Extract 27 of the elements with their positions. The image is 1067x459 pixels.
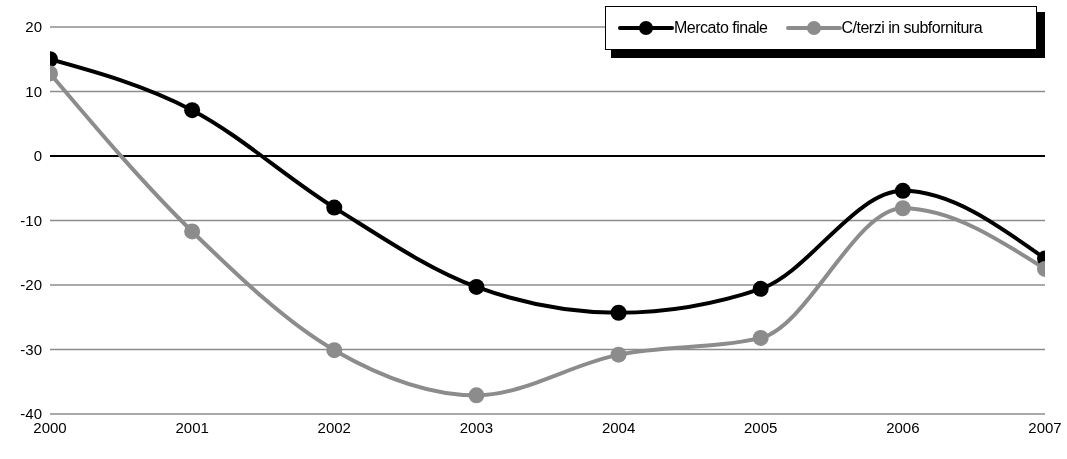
point [468, 387, 485, 404]
point [610, 346, 627, 363]
point [752, 280, 769, 297]
point [326, 199, 343, 216]
point [468, 278, 485, 295]
y-tick-label: -10 [20, 211, 42, 229]
x-tick-label: 2003 [459, 418, 494, 436]
y-tick-label: 10 [25, 82, 42, 100]
y-tick-label: -30 [20, 340, 42, 358]
x-tick-label: 2004 [601, 418, 636, 436]
legend-label: C/terzi in subfornitura [841, 19, 983, 37]
x-tick-label: 2007 [1028, 418, 1062, 436]
legend-label: Mercato finale [674, 19, 768, 37]
point [184, 102, 201, 119]
point [610, 304, 627, 321]
y-tick-label: 20 [25, 18, 42, 36]
x-tick-label: 2006 [886, 418, 920, 436]
point [326, 342, 343, 359]
x-tick-label: 2002 [317, 418, 351, 436]
x-tick-label: 2001 [175, 418, 209, 436]
x-tick-label: 2005 [744, 418, 778, 436]
y-tick-label: 0 [33, 147, 42, 165]
point [752, 329, 769, 346]
point [894, 182, 911, 199]
point [894, 200, 911, 217]
point [184, 223, 201, 240]
y-tick-label: -20 [20, 276, 42, 294]
